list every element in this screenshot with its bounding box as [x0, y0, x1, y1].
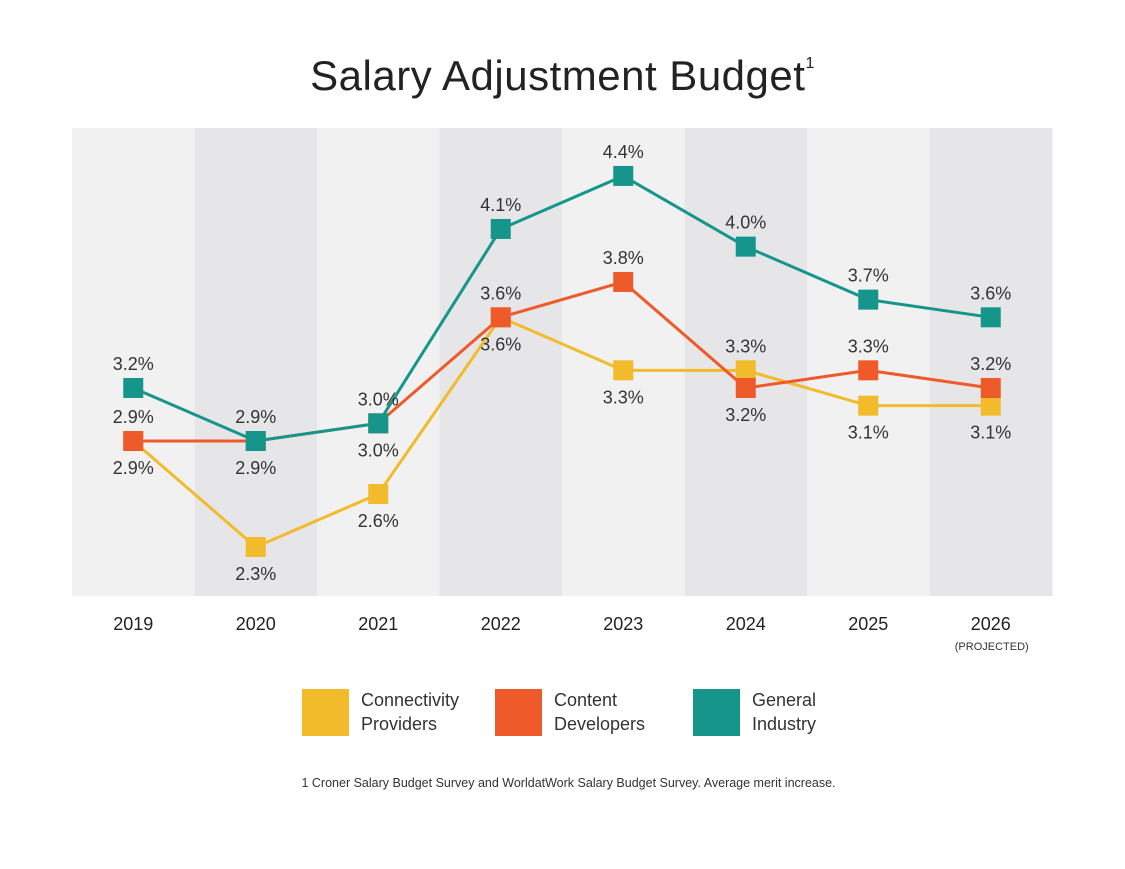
data-point-marker [980, 377, 1001, 398]
data-point-marker [490, 307, 511, 328]
data-label: 3.2% [970, 354, 1011, 374]
data-point-marker [490, 218, 511, 239]
legend-item-general: General Industry [693, 688, 872, 736]
data-label: 3.6% [970, 283, 1011, 303]
data-label: 3.1% [848, 423, 889, 443]
series-line [132, 315, 991, 549]
year-band [194, 128, 318, 596]
data-point-marker [980, 307, 1001, 328]
series-line [132, 174, 991, 443]
legend-label: Connectivity [361, 690, 460, 710]
data-point-marker [858, 289, 879, 310]
legend-swatch [693, 688, 740, 736]
data-point-marker [858, 360, 879, 381]
data-label: 2.9% [235, 407, 276, 427]
data-label: 4.1% [480, 195, 521, 215]
legend-swatch [302, 688, 349, 736]
data-point-marker [123, 431, 144, 451]
x-tick-label: 2022 [481, 614, 521, 634]
year-band [439, 128, 563, 596]
data-label: 3.1% [970, 423, 1011, 443]
data-label: 3.6% [480, 283, 521, 303]
x-tick-label: 2019 [113, 614, 153, 634]
x-tick-label: 2024 [726, 614, 766, 634]
data-label: 2.6% [358, 511, 399, 531]
data-point-marker [735, 360, 756, 381]
title-footnote-marker: 1 [805, 55, 815, 72]
data-point-marker [613, 360, 634, 381]
data-point-marker [735, 236, 756, 257]
year-band [317, 128, 440, 596]
data-label: 2.3% [235, 564, 276, 584]
x-tick-label: 2021 [358, 614, 398, 634]
data-label: 2.9% [235, 458, 276, 478]
data-label: 3.6% [480, 334, 521, 354]
data-label: 2.9% [113, 407, 154, 427]
data-point-marker [123, 377, 144, 398]
data-label: 3.0% [358, 440, 399, 460]
footnote: 1 Croner Salary Budget Survey and Worlda… [301, 776, 836, 790]
data-point-marker [245, 431, 266, 451]
x-tick-label: 2023 [603, 614, 643, 634]
data-label: 3.3% [725, 336, 766, 356]
data-label: 3.3% [603, 387, 644, 407]
data-point-marker [613, 165, 634, 186]
data-point-marker [245, 537, 266, 558]
title-text: Salary Adjustment Budget [310, 52, 806, 99]
year-band [72, 128, 195, 596]
data-label: 4.4% [603, 142, 644, 162]
x-tick-label: 2020 [236, 614, 276, 634]
data-label: 3.2% [113, 354, 154, 374]
data-label: 3.0% [358, 389, 399, 409]
legend-label: Developers [554, 714, 646, 734]
legend-label: General [752, 690, 817, 710]
data-point-marker [368, 413, 389, 434]
legend-label: Providers [361, 714, 438, 734]
legend-item-connectivity: Connectivity Providers [302, 688, 481, 736]
data-label: 2.9% [113, 458, 154, 478]
data-label: 3.2% [725, 405, 766, 425]
year-band [929, 128, 1053, 596]
data-point-marker [368, 484, 389, 505]
legend-label: Industry [752, 714, 817, 734]
chart-title: Salary Adjustment Budget1 [0, 52, 1125, 100]
legend-label: Content [554, 690, 618, 710]
legend-item-content: Content Developers [495, 688, 674, 736]
x-tick-label: 2026 [971, 614, 1011, 634]
data-label: 3.8% [603, 248, 644, 268]
data-label: 3.7% [848, 266, 889, 286]
data-label: 4.0% [725, 213, 766, 233]
legend-swatch [495, 688, 542, 736]
data-point-marker [613, 271, 634, 292]
data-point-marker [858, 395, 879, 416]
data-point-marker [980, 395, 1001, 416]
data-label: 3.3% [848, 336, 889, 356]
x-tick-label: 2025 [848, 614, 888, 634]
x-tick-sublabel: (PROJECTED) [955, 641, 1029, 653]
data-point-marker [735, 377, 756, 398]
